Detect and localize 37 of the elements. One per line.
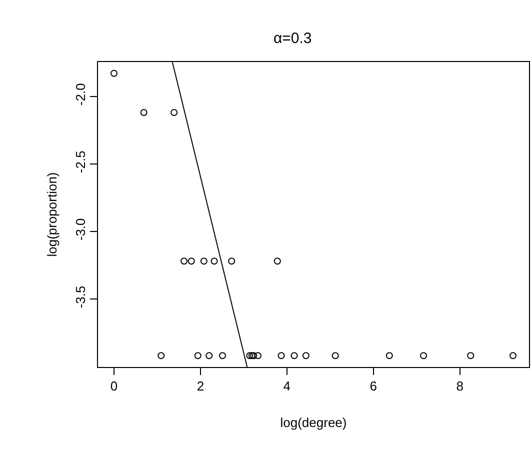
point bbox=[210, 258, 218, 265]
x-tick-label: 6 bbox=[370, 378, 377, 394]
point bbox=[290, 352, 298, 360]
point bbox=[246, 352, 254, 360]
x-tick-label: 2 bbox=[196, 378, 204, 394]
y-tick-label: -2.0 bbox=[72, 83, 88, 106]
point bbox=[180, 258, 188, 265]
point bbox=[170, 109, 178, 116]
point bbox=[254, 352, 262, 360]
point bbox=[200, 258, 208, 265]
x-tick-label: 8 bbox=[456, 378, 464, 394]
point bbox=[194, 352, 202, 360]
point bbox=[274, 258, 281, 265]
point bbox=[110, 70, 118, 77]
point bbox=[386, 352, 393, 360]
point bbox=[248, 352, 256, 360]
point bbox=[332, 352, 339, 360]
point bbox=[158, 352, 165, 360]
y-tick-label: -3.5 bbox=[72, 286, 88, 308]
y-tick-label: -3.0 bbox=[72, 218, 88, 241]
chart-title: α=0.3 bbox=[273, 30, 312, 48]
point bbox=[228, 258, 236, 265]
point bbox=[510, 352, 517, 360]
point bbox=[420, 352, 428, 360]
y-tick-label: -2.5 bbox=[72, 150, 88, 174]
x-axis-title: log(degree) bbox=[280, 415, 347, 430]
point bbox=[302, 352, 310, 360]
point bbox=[467, 352, 474, 360]
point bbox=[188, 258, 195, 265]
point bbox=[219, 352, 226, 360]
point bbox=[206, 352, 213, 360]
point bbox=[140, 109, 148, 116]
point bbox=[250, 352, 258, 360]
x-tick-label: 0 bbox=[110, 378, 118, 394]
point bbox=[278, 352, 285, 360]
x-tick-label: 4 bbox=[283, 378, 291, 394]
y-axis-title: log(proportion) bbox=[44, 172, 60, 257]
